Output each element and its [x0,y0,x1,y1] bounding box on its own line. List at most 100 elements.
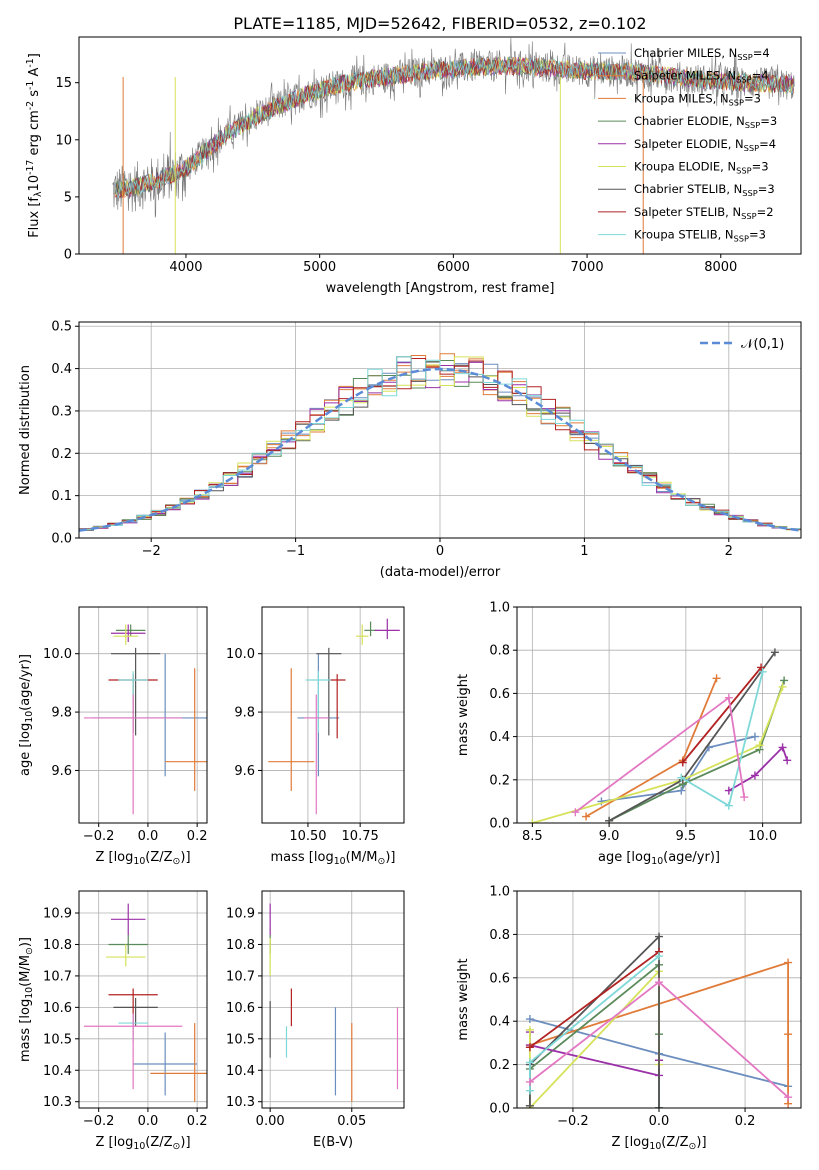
y-tick-label: 0.3 [51,404,72,419]
axes-frame [261,890,405,1109]
axes-frame [516,606,802,824]
y-tick-label: 5 [64,190,72,205]
legend-label-6: Chabrier STELIB, NSSP=3 [634,182,775,198]
weight-marker-6 [757,663,766,672]
legend-label-4: Salpeter ELODIE, NSSP=4 [634,137,776,153]
x-tick-label: 8.5 [522,829,543,844]
weight-marker-8 [740,793,749,802]
x-axis-label: Z [log10(Z/Z⊙)] [95,1135,190,1152]
y-tick-label: 0.4 [489,1015,510,1030]
errorbar-point-2 [115,624,146,637]
y-tick-label: 10.5 [43,1032,72,1047]
y-tick-label: 0.8 [489,928,510,943]
weight-marker-4 [755,741,764,750]
y-tick-label: 0.0 [489,1102,510,1117]
y-tick-label: 1.0 [489,601,510,616]
weight-line-4 [532,686,784,823]
x-tick-label: 9.0 [599,829,620,844]
y-tick-label: 0.1 [51,489,72,504]
plot-area-age_vs_mass [268,618,400,815]
plot-area-mass_vs_EBV [269,903,399,1102]
legend-label-1: Salpeter MILES, NSSP=4 [634,69,769,85]
weight-marker-5 [655,1104,663,1108]
y-tick-label: 10.7 [43,969,72,984]
panel-age_vs_mass: 10.50 10.75 9.6 9.8 10.0 mass [log10(M/M⊙)] [226,606,405,867]
weight-marker-7 [677,773,686,782]
x-tick-label: 1 [580,544,588,559]
model-spectrum-7 [114,57,795,199]
axes-frame [78,36,802,255]
y-tick-label: 15 [55,76,72,91]
weight-marker-4 [525,1025,534,1034]
model-spectrum-8 [114,58,795,199]
x-tick-label: 10.0 [748,829,777,844]
weight-marker-3 [783,756,792,765]
y-tick-label: 0 [64,248,72,263]
y-axis-label: Normed distribution [18,365,33,495]
weight-marker-3 [750,771,759,780]
weight-marker-1 [712,674,721,683]
weight-marker-5 [770,648,779,657]
legend-label-5: Kroupa ELODIE, NSSP=3 [634,160,769,176]
y-tick-label: 10.9 [43,907,72,922]
weight-marker-1 [784,1030,793,1039]
x-tick-label: 0.2 [187,1114,208,1129]
x-axis-label: age [log10(age/yr)] [598,850,720,867]
x-tick-label: −2 [142,544,161,559]
y-axis-label: mass weight [456,674,471,756]
y-tick-label: 10.8 [43,938,72,953]
weight-marker-1 [582,812,591,821]
y-tick-label: 0.4 [51,362,72,377]
x-tick-label: 0.0 [138,1114,159,1129]
weight-marker-7 [758,667,767,676]
weight-line-6 [682,666,762,764]
y-tick-label: 9.6 [234,764,255,779]
x-axis-label: Z [log10(Z/Z⊙)] [611,1135,706,1152]
y-axis-label: mass [log10(M/M⊙)] [18,937,35,1062]
x-tick-label: −0.2 [557,1114,589,1129]
errorbar-point-3 [374,618,400,640]
x-tick-label: 0.2 [187,829,208,844]
axes-frame [261,606,405,824]
errorbar-point-7 [305,671,331,733]
figure-title: PLATE=1185, MJD=52642, FIBERID=0532, z=0… [233,14,646,33]
errorbar-point-4 [106,944,146,967]
errorbar-point-2 [108,935,148,954]
y-tick-label: 0.8 [489,644,510,659]
y-tick-label: 0.2 [489,773,510,788]
errorbar-point-1 [165,668,207,791]
panel-spectrum: 4000 5000 6000 7000 8000 0 5 10 15 wavelength [An… [25,36,802,296]
y-tick-label: 10.7 [226,969,255,984]
plot-area-mass_vs_Z [83,903,207,1102]
axes-frame [78,606,208,824]
x-tick-label: 8000 [704,260,737,275]
weight-marker-0 [525,1015,534,1024]
errorbar-point-4 [113,624,139,645]
errorbar-point-5 [316,647,342,736]
plot-area-weight_vs_age [528,648,792,823]
y-tick-label: 10.5 [226,1032,255,1047]
plot-area-weight_vs_Z [525,932,793,1108]
errorbar-point-3 [111,903,146,936]
x-tick-label: 5000 [303,260,336,275]
x-axis-label: mass [log10(M/M⊙)] [271,850,396,867]
x-axis-label: Z [log10(Z/Z⊙)] [95,850,190,867]
x-tick-label: 0 [436,544,444,559]
weight-marker-4 [528,819,537,823]
panel-weight_vs_Z: −0.2 0.0 0.2 0.0 0.2 0.4 0.6 0.8 1.0 Z [log10(Z/Z… [456,885,802,1152]
weight-marker-4 [778,682,787,691]
weight-marker-7 [525,1086,534,1095]
y-tick-label: 0.5 [51,320,72,335]
weight-marker-6 [525,1043,534,1052]
x-tick-label: 10.75 [342,829,379,844]
weight-marker-5 [655,932,663,941]
weight-marker-0 [750,732,759,741]
panel-residuals: −2 −1 0 1 2 0.0 0.1 0.2 0.3 0.4 0.5 (data-model)/er… [18,320,802,580]
weight-marker-5 [525,1101,534,1108]
y-tick-label: 10 [55,133,72,148]
x-tick-label: 0.0 [649,1114,670,1129]
x-tick-label: 6000 [437,260,470,275]
x-tick-label: 9.5 [676,829,697,844]
